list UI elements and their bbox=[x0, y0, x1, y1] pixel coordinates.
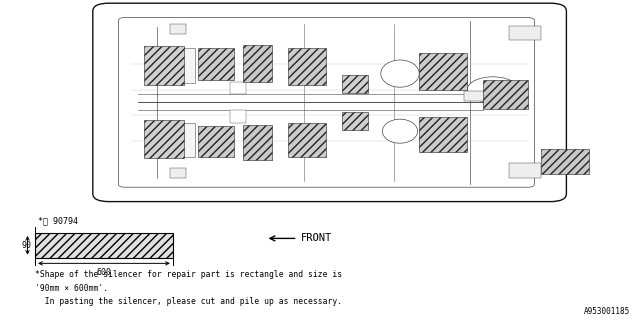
Bar bbox=[243, 45, 272, 82]
Bar bbox=[163, 123, 195, 157]
Bar bbox=[170, 24, 186, 34]
Bar bbox=[483, 80, 528, 109]
Bar bbox=[35, 233, 173, 258]
Bar bbox=[419, 117, 467, 152]
Text: A953001185: A953001185 bbox=[584, 307, 630, 316]
Bar bbox=[170, 168, 186, 178]
Bar bbox=[288, 123, 326, 157]
Text: FRONT: FRONT bbox=[301, 233, 332, 244]
Bar bbox=[198, 126, 234, 157]
Text: '90mm × 600mm'.: '90mm × 600mm'. bbox=[35, 284, 108, 293]
Bar bbox=[288, 48, 326, 85]
Bar bbox=[243, 125, 272, 160]
Bar bbox=[144, 120, 184, 158]
Bar bbox=[198, 48, 234, 80]
Text: 90: 90 bbox=[22, 241, 32, 250]
Text: *① 90794: *① 90794 bbox=[38, 216, 79, 225]
Bar bbox=[163, 48, 195, 83]
Bar bbox=[342, 112, 368, 130]
FancyBboxPatch shape bbox=[93, 3, 566, 202]
FancyBboxPatch shape bbox=[118, 18, 534, 187]
Text: In pasting the silencer, please cut and pile up as necessary.: In pasting the silencer, please cut and … bbox=[35, 297, 342, 306]
Bar bbox=[342, 75, 368, 93]
Text: *Shape of the silencer for repair part is rectangle and size is: *Shape of the silencer for repair part i… bbox=[35, 270, 342, 279]
Bar bbox=[464, 91, 490, 101]
Bar bbox=[419, 53, 467, 90]
Circle shape bbox=[467, 77, 518, 102]
Bar bbox=[509, 26, 541, 40]
Text: 600: 600 bbox=[97, 268, 111, 277]
Bar bbox=[509, 163, 541, 178]
Bar bbox=[541, 149, 589, 174]
Bar bbox=[230, 110, 246, 123]
Ellipse shape bbox=[381, 60, 419, 87]
Bar bbox=[230, 82, 246, 94]
Bar bbox=[144, 46, 184, 85]
Ellipse shape bbox=[383, 119, 418, 143]
